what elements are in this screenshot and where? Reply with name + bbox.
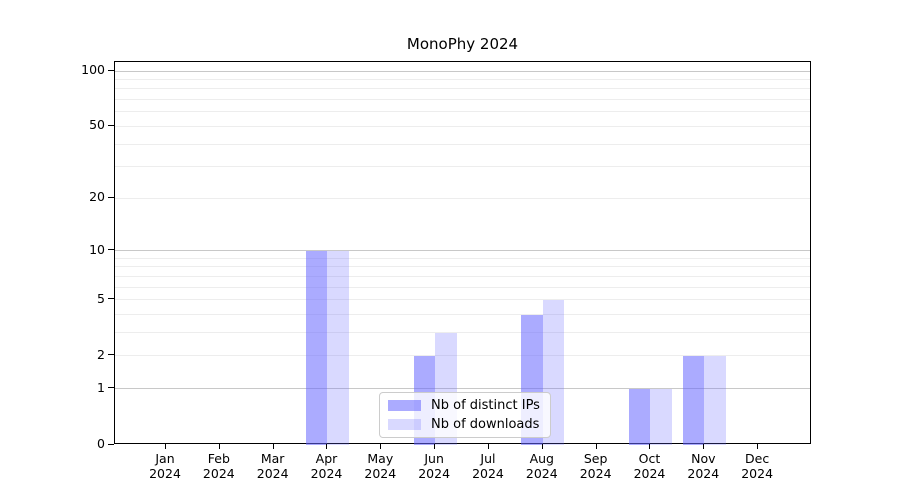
legend-swatch [388,400,421,411]
bar-nb-of-distinct-ips [682,355,705,445]
y-tick-mark [108,354,114,356]
x-tick-mark [326,444,328,449]
minor-gridline [115,166,810,168]
x-tick-label: Mar 2024 [256,451,289,481]
x-tick-label: Jan 2024 [149,451,181,481]
x-tick-mark [649,444,651,449]
minor-gridline [115,314,810,316]
minor-gridline [115,143,810,145]
legend-label: Nb of distinct IPs [431,398,540,413]
x-tick-mark [595,444,597,449]
major-gridline [115,70,810,72]
y-tick-mark [108,249,114,251]
legend-item: Nb of distinct IPs [388,398,540,413]
minor-gridline [115,286,810,288]
minor-gridline [115,299,810,301]
y-tick-label: 2 [97,346,105,362]
legend-item: Nb of downloads [388,417,540,432]
x-tick-label: May 2024 [364,451,397,481]
legend-label: Nb of downloads [431,417,540,432]
x-tick-mark [434,444,436,449]
bar-nb-of-distinct-ips [305,250,328,445]
y-tick-label: 1 [97,379,105,395]
x-tick-label: Aug 2024 [525,451,558,481]
y-tick-mark [108,196,114,198]
legend-swatch [388,419,421,430]
minor-gridline [115,88,810,90]
minor-gridline [115,355,810,357]
minor-gridline [115,111,810,113]
y-tick-label: 100 [81,62,105,78]
minor-gridline [115,257,810,259]
x-tick-label: Jul 2024 [472,451,504,481]
bar-nb-of-downloads [704,355,726,445]
x-tick-mark [487,444,489,449]
y-tick-mark [108,443,114,445]
y-tick-label: 10 [89,241,105,257]
minor-gridline [115,125,810,127]
y-tick-mark [108,298,114,300]
minor-gridline [115,197,810,199]
bar-nb-of-downloads [327,250,349,445]
bar-nb-of-distinct-ips [628,388,651,445]
bar-layer [115,62,810,445]
y-tick-label: 5 [97,290,105,306]
x-tick-label: Dec 2024 [741,451,774,481]
chart-title: MonoPhy 2024 [406,35,519,53]
x-tick-mark [272,444,274,449]
grid-layer [115,62,810,443]
minor-gridline [115,79,810,81]
y-tick-mark [108,124,114,126]
minor-gridline [115,276,810,278]
x-tick-mark [165,444,166,449]
x-tick-label: Nov 2024 [687,451,720,481]
minor-gridline [115,266,810,268]
y-tick-mark [108,69,114,71]
y-tick-label: 50 [89,117,105,133]
x-tick-mark [757,444,759,449]
x-tick-mark [541,444,543,449]
y-tick-label: 20 [89,189,105,205]
x-tick-label: Sep 2024 [579,451,612,481]
y-tick-mark [108,387,114,389]
plot-area: Nb of distinct IPs Nb of downloads [114,61,811,445]
x-tick-mark [380,444,382,449]
x-tick-label: Feb 2024 [202,451,235,481]
x-tick-label: Jun 2024 [418,451,451,481]
x-tick-label: Apr 2024 [310,451,343,481]
major-gridline [115,250,810,252]
y-tick-label: 0 [97,436,105,451]
x-tick-mark [218,444,220,449]
major-gridline [115,388,810,390]
legend: Nb of distinct IPs Nb of downloads [379,392,551,438]
minor-gridline [115,99,810,101]
x-tick-mark [703,444,705,449]
minor-gridline [115,332,810,334]
bar-nb-of-downloads [650,388,672,445]
x-tick-label: Oct 2024 [633,451,666,481]
